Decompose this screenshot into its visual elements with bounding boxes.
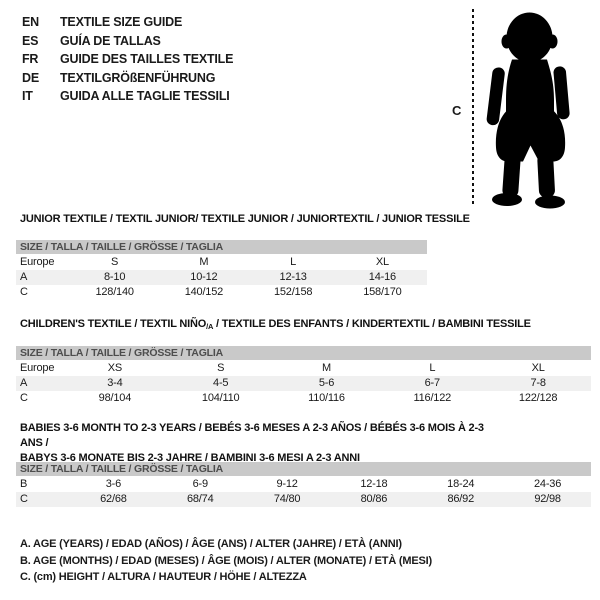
table-cell: 140/152	[184, 286, 224, 298]
language-code: EN	[22, 15, 39, 30]
table-cell: 5-6	[318, 377, 335, 389]
row-label: Europe	[20, 362, 55, 374]
list-item: FR GUIDE DES TAILLES TEXTILE	[22, 50, 233, 69]
heading-line-1: BABIES 3-6 MONTH TO 2-3 YEARS / BEBÉS 3-…	[20, 422, 484, 449]
table-row: C 62/68 68/74 74/80 80/86 86/92 92/98	[16, 492, 591, 507]
height-measure-dashed-line	[472, 9, 474, 207]
table-cell: 8-10	[104, 271, 126, 283]
footnote-legend: A. AGE (YEARS) / EDAD (AÑOS) / ÂGE (ANS)…	[20, 536, 432, 586]
size-table-babies: SIZE / TALLA / TAILLE / GRÖSSE / TAGLIA …	[16, 462, 591, 507]
table-cell: 128/140	[95, 286, 134, 298]
toddler-silhouette-image	[486, 12, 570, 209]
row-label: A	[20, 377, 28, 389]
table-row: Europe XS S M L XL	[16, 361, 591, 376]
table-cell: 10-12	[190, 271, 218, 283]
table-row: A 3-4 4-5 5-6 6-7 7-8	[16, 376, 591, 391]
table-cell: 6-7	[424, 377, 441, 389]
table-cell: 4-5	[213, 377, 229, 389]
size-bar: SIZE / TALLA / TAILLE / GRÖSSE / TAGLIA	[16, 346, 591, 360]
row-label: A	[20, 271, 28, 283]
table-cell: 92/98	[534, 493, 561, 505]
size-bar: SIZE / TALLA / TAILLE / GRÖSSE / TAGLIA	[16, 240, 427, 254]
guide-title: TEXTILE SIZE GUIDE	[60, 15, 183, 30]
row-label: C	[20, 392, 28, 404]
guide-title: GUÍA DE TALLAS	[60, 33, 161, 48]
table-cell: S	[217, 362, 225, 374]
language-code: FR	[22, 52, 39, 67]
table-cell: 68/74	[186, 493, 214, 505]
language-code: ES	[22, 33, 39, 48]
table-cell: 98/104	[98, 392, 132, 404]
heading-text: / TEXTILE DES ENFANTS / KINDERTEXTIL / B…	[213, 318, 531, 330]
table-cell: M	[322, 362, 331, 374]
table-row: A 8-10 10-12 12-13 14-16	[16, 270, 427, 285]
table-cell: XL	[531, 362, 545, 374]
table-cell: 122/128	[518, 392, 558, 404]
heading-text: CHILDREN'S TEXTILE / TEXTIL NIÑO	[20, 318, 207, 330]
table-cell: 62/68	[100, 493, 127, 505]
size-table-junior: SIZE / TALLA / TAILLE / GRÖSSE / TAGLIA …	[16, 240, 427, 300]
table-cell: 158/170	[363, 286, 402, 298]
table-cell: L	[290, 256, 297, 268]
table-cell: S	[111, 256, 119, 268]
row-label: C	[20, 493, 28, 505]
table-row: C 98/104 104/110 110/116 116/122 122/128	[16, 391, 591, 406]
heading-subscript: /A	[206, 322, 214, 331]
row-label: B	[20, 478, 28, 490]
table-cell: 9-12	[276, 478, 298, 490]
list-item: EN TEXTILE SIZE GUIDE	[22, 13, 233, 32]
language-title-list: EN TEXTILE SIZE GUIDE ES GUÍA DE TALLAS …	[22, 13, 233, 106]
footnote-b: B. AGE (MONTHS) / EDAD (MESES) / ÂGE (MO…	[20, 554, 432, 567]
table-cell: 86/92	[447, 493, 474, 505]
list-item: IT GUIDA ALLE TAGLIE TESSILI	[22, 87, 233, 106]
list-item: DE TEXTILGRÖßENFÜHRUNG	[22, 69, 233, 88]
guide-title: GUIDE DES TAILLES TEXTILE	[60, 52, 234, 67]
table-cell: 24-36	[534, 478, 562, 490]
guide-title: TEXTILGRÖßENFÜHRUNG	[60, 70, 216, 85]
table-row: Europe S M L XL	[16, 255, 427, 270]
table-cell: 14-16	[368, 271, 396, 283]
footnote-c: C. (cm) HEIGHT / ALTURA / HAUTEUR / HÖHE…	[20, 571, 307, 583]
section-heading-children: CHILDREN'S TEXTILE / TEXTIL NIÑO/A / TEX…	[20, 318, 531, 331]
table-cell: 116/122	[413, 392, 452, 404]
table-cell: 12-13	[279, 271, 307, 283]
section-heading-junior: JUNIOR TEXTILE / TEXTIL JUNIOR/ TEXTILE …	[20, 213, 470, 225]
table-cell: XL	[375, 256, 389, 268]
size-bar: SIZE / TALLA / TAILLE / GRÖSSE / TAGLIA	[16, 462, 591, 476]
table-row: B 3-6 6-9 9-12 12-18 18-24 24-36	[16, 477, 591, 492]
size-table-children: SIZE / TALLA / TAILLE / GRÖSSE / TAGLIA …	[16, 346, 591, 406]
table-cell: 104/110	[201, 392, 240, 404]
table-cell: 74/80	[273, 493, 301, 505]
language-code: IT	[22, 89, 33, 104]
heading-line-2: BABYS 3-6 MONATE BIS 2-3 JAHRE / BAMBINI…	[20, 452, 360, 464]
table-cell: 152/158	[273, 286, 313, 298]
table-cell: 110/116	[308, 392, 345, 404]
table-cell: 80/86	[360, 493, 388, 505]
table-row: C 128/140 140/152 152/158 158/170	[16, 285, 427, 300]
table-cell: 18-24	[447, 478, 475, 490]
guide-title: GUIDA ALLE TAGLIE TESSILI	[60, 89, 230, 104]
table-cell: 6-9	[192, 478, 209, 490]
row-label: C	[20, 286, 28, 298]
footnote-a: A. AGE (YEARS) / EDAD (AÑOS) / ÂGE (ANS)…	[20, 538, 402, 550]
table-cell: XS	[107, 362, 123, 374]
table-cell: 3-4	[107, 377, 123, 389]
table-cell: 12-18	[360, 478, 388, 490]
section-heading-babies: BABIES 3-6 MONTH TO 2-3 YEARS / BEBÉS 3-…	[20, 421, 500, 466]
language-code: DE	[22, 70, 39, 85]
row-label: Europe	[20, 256, 55, 268]
table-cell: 7-8	[530, 377, 546, 389]
table-cell: L	[429, 362, 436, 374]
height-measure-label: C	[452, 103, 462, 118]
list-item: ES GUÍA DE TALLAS	[22, 32, 233, 51]
table-cell: M	[199, 256, 209, 268]
table-cell: 3-6	[105, 478, 122, 490]
